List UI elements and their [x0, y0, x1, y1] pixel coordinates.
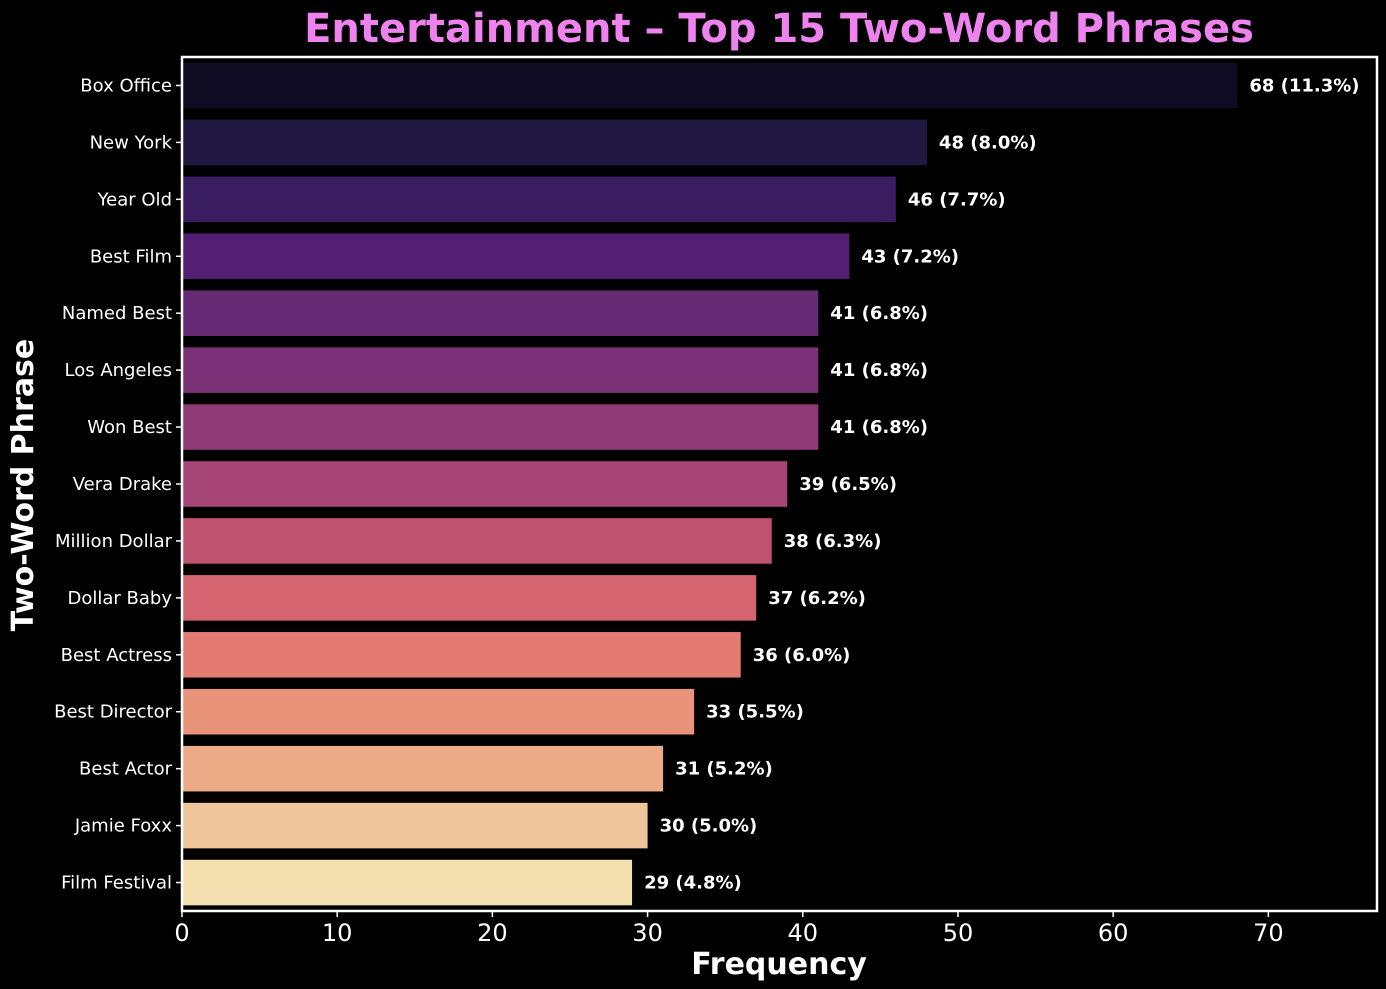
- plot-frame: [180, 55, 1379, 913]
- bar-value-label: 33 (5.5%): [706, 702, 804, 723]
- x-tick-label: 40: [788, 919, 819, 947]
- x-tick-label: 0: [174, 919, 189, 947]
- bar: [182, 575, 757, 621]
- bar-value-label: 48 (8.0%): [939, 132, 1037, 153]
- bar-value-label: 46 (7.7%): [908, 189, 1006, 210]
- bar: [182, 233, 850, 280]
- bar-value-label: 68 (11.3%): [1249, 75, 1359, 96]
- y-axis-label: Two-Word Phrase: [6, 339, 41, 632]
- bar-value-label: 38 (6.3%): [784, 531, 882, 552]
- x-tick-label: 70: [1253, 919, 1284, 947]
- x-tick-label: 50: [943, 919, 974, 947]
- bar: [182, 404, 819, 450]
- chart-title: Entertainment – Top 15 Two-Word Phrases: [304, 6, 1254, 52]
- y-tick-label: Dollar Baby: [68, 588, 173, 609]
- y-tick-label: New York: [90, 132, 173, 153]
- x-tick-label: 10: [322, 919, 353, 947]
- bar: [182, 632, 741, 678]
- bar: [182, 802, 648, 849]
- bar-value-label: 41 (6.8%): [830, 303, 928, 324]
- x-axis-label: Frequency: [691, 947, 867, 982]
- bar: [182, 461, 788, 507]
- y-tick-label: Los Angeles: [65, 360, 173, 381]
- y-tick-label: Best Actor: [79, 759, 173, 780]
- y-tick-label: Best Actress: [61, 645, 172, 666]
- y-tick-label: Vera Drake: [73, 474, 172, 495]
- y-tick-label: Won Best: [87, 417, 172, 438]
- bar: [182, 119, 927, 166]
- y-tick-label: Year Old: [97, 189, 172, 210]
- bar: [182, 347, 819, 393]
- y-tick-label: Named Best: [62, 303, 172, 324]
- bar-value-label: 41 (6.8%): [830, 360, 928, 381]
- bar-value-label: 31 (5.2%): [675, 759, 773, 780]
- bar-value-label: 36 (6.0%): [753, 645, 851, 666]
- y-tick-label: Jamie Foxx: [74, 816, 172, 837]
- y-tick-label: Best Director: [54, 702, 172, 723]
- bars: [182, 62, 1238, 906]
- bar: [182, 518, 772, 564]
- y-axis-ticks: Box Office New York Year Old Best Film Named…: [54, 75, 182, 894]
- value-labels: 68 (11.3%) 48 (8.0%) 46 (7.7%) 43 (7.2%) 41 …: [644, 75, 1359, 893]
- y-tick-label: Box Office: [80, 75, 172, 96]
- y-tick-label: Best Film: [90, 246, 172, 267]
- bar-value-label: 30 (5.0%): [660, 816, 758, 837]
- bar-value-label: 43 (7.2%): [861, 246, 959, 267]
- bar-value-label: 41 (6.8%): [830, 417, 928, 438]
- x-tick-label: 30: [632, 919, 663, 947]
- bar: [182, 176, 896, 223]
- bar: [182, 688, 695, 735]
- bar: [182, 859, 633, 906]
- y-tick-label: Film Festival: [61, 873, 172, 894]
- bar: [182, 290, 819, 336]
- bar-value-label: 29 (4.8%): [644, 873, 742, 894]
- bar-value-label: 37 (6.2%): [768, 588, 866, 609]
- y-tick-label: Million Dollar: [55, 531, 173, 552]
- x-axis-ticks: 0 10 20 30 40 50 60 70: [174, 911, 1284, 947]
- bar: [182, 62, 1238, 109]
- x-tick-label: 20: [477, 919, 508, 947]
- bar-value-label: 39 (6.5%): [799, 474, 897, 495]
- x-tick-label: 60: [1098, 919, 1129, 947]
- bar: [182, 745, 664, 792]
